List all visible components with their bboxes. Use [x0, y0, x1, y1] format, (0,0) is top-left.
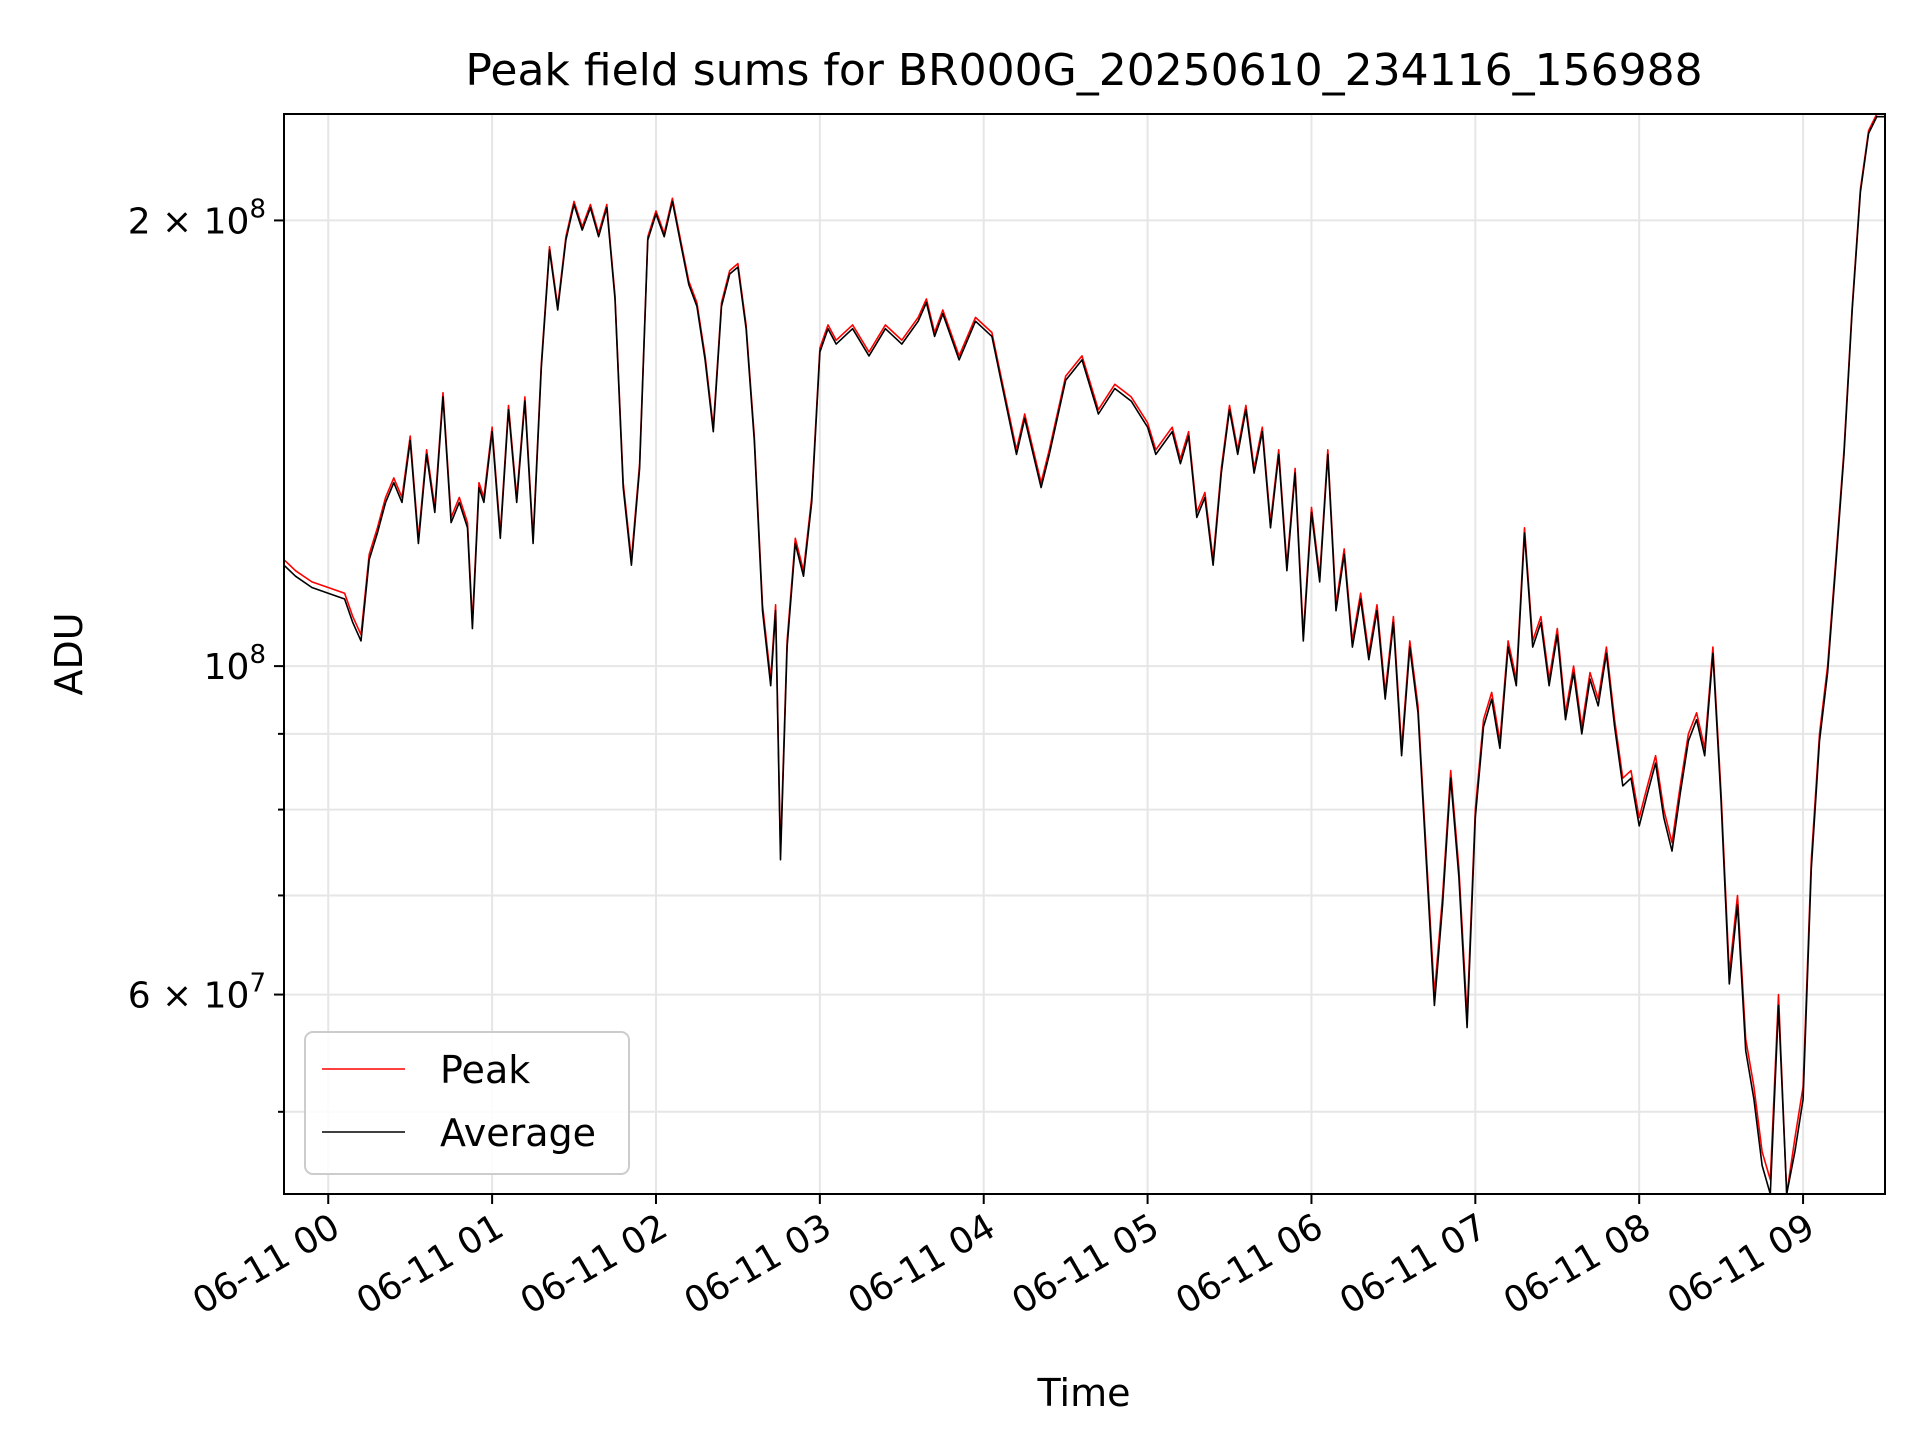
legend-label-average: Average	[440, 1111, 596, 1155]
legend-label-peak: Peak	[440, 1048, 530, 1092]
legend-box	[304, 1031, 630, 1175]
y-tick-label: 108	[204, 640, 266, 688]
grid-lines	[284, 114, 1885, 1194]
x-axis-label: Time	[1037, 1371, 1131, 1415]
y-axis-ticks: 6 × 107 108 2 × 108	[128, 194, 284, 1113]
y-axis-label: ADU	[47, 612, 91, 695]
legend: Peak Average	[304, 1031, 630, 1175]
chart-title: Peak field sums for BR000G_20250610_2341…	[465, 45, 1702, 96]
plot-area-frame	[283, 113, 1886, 1195]
series-lines	[283, 113, 1885, 1195]
series-line-average	[283, 115, 1885, 1195]
y-tick-label: 6 × 107	[128, 969, 266, 1017]
y-tick-label: 2 × 108	[128, 194, 266, 242]
